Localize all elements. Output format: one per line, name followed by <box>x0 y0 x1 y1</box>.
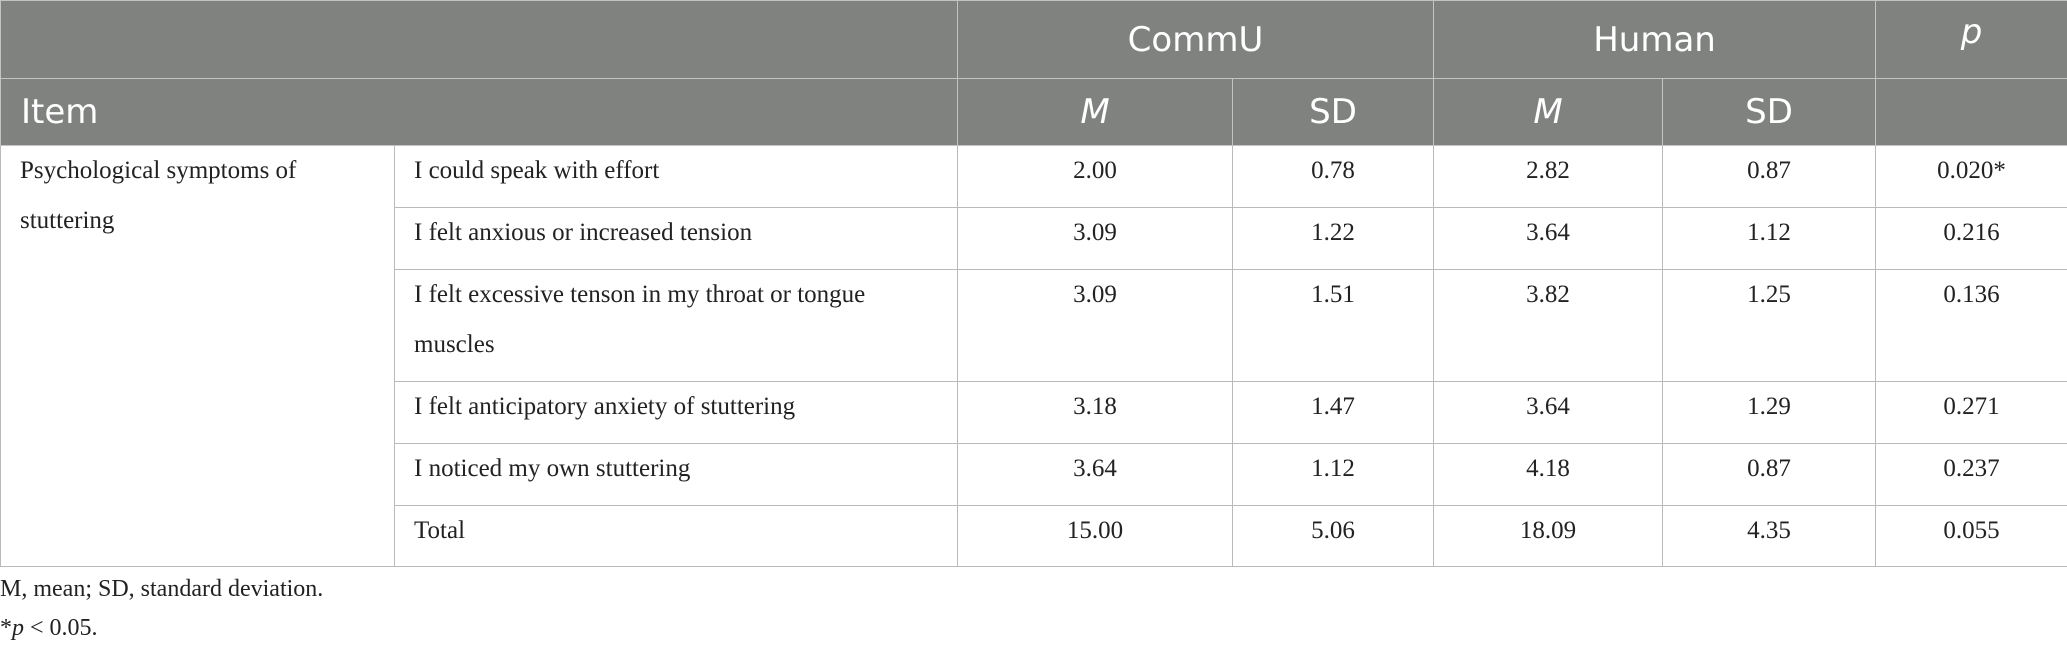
human-sd-cell: 1.25 <box>1662 269 1877 382</box>
p-value-cell: 0.271 <box>1875 381 2067 444</box>
human-sd-cell: 1.29 <box>1662 381 1877 444</box>
header-row-groups: CommU Human p <box>0 0 2067 79</box>
commu-mean-cell: 3.64 <box>957 443 1233 506</box>
p-value-cell: 0.216 <box>1875 207 2067 270</box>
header-row-stats: Item M SD M SD <box>0 78 2067 146</box>
table-row: I felt anticipatory anxiety of stutterin… <box>1 381 2067 444</box>
commu-sd-cell: 1.22 <box>1231 207 1435 270</box>
footnote-significance: *p < 0.05. <box>0 609 323 648</box>
table-row-total: Total 15.00 5.06 18.09 4.35 0.055 <box>1 505 2067 567</box>
p-value-cell: 0.237 <box>1875 443 2067 506</box>
table-header: CommU Human p Item M SD M SD <box>0 0 2067 146</box>
human-sd-cell: 0.87 <box>1662 145 1877 208</box>
item-cell: Total <box>394 505 958 567</box>
table-row: Psychological symptoms of stuttering I c… <box>0 145 2067 567</box>
commu-mean-cell: 3.09 <box>957 207 1233 270</box>
commu-sd-cell: 1.51 <box>1231 269 1435 382</box>
table-row: I noticed my own stuttering 3.64 1.12 4.… <box>1 443 2067 506</box>
commu-mean-cell: 3.18 <box>957 381 1233 444</box>
p-value-cell: 0.020* <box>1875 145 2067 208</box>
header-human: Human <box>1433 0 1877 79</box>
commu-sd-cell: 1.47 <box>1231 381 1435 444</box>
table-row: I felt excessive tenson in my throat or … <box>1 269 2067 382</box>
header-human-sd: SD <box>1662 78 1877 146</box>
footnote-abbreviations: M, mean; SD, standard deviation. <box>0 576 324 602</box>
header-commu: CommU <box>956 0 1435 79</box>
human-mean-cell: 2.82 <box>1433 145 1664 208</box>
header-commu-sd: SD <box>1231 78 1435 146</box>
footnote-asterisk: * <box>0 615 12 641</box>
human-mean-cell: 3.64 <box>1433 207 1664 270</box>
human-mean-cell: 3.64 <box>1433 381 1664 444</box>
category-cell: Psychological symptoms of stuttering <box>0 145 395 567</box>
header-p-spacer <box>1875 78 2067 146</box>
commu-sd-cell: 0.78 <box>1231 145 1435 208</box>
human-sd-cell: 0.87 <box>1662 443 1877 506</box>
human-sd-cell: 4.35 <box>1662 505 1877 567</box>
commu-sd-cell: 5.06 <box>1231 505 1435 567</box>
table-footnotes: M, mean; SD, standard deviation. *p < 0.… <box>0 570 323 648</box>
item-cell: I could speak with effort <box>394 145 958 208</box>
results-table-container: CommU Human p Item M SD M SD Psychologic… <box>0 0 2067 567</box>
commu-mean-cell: 2.00 <box>957 145 1233 208</box>
p-value-cell: 0.136 <box>1875 269 2067 382</box>
item-cell: I felt anxious or increased tension <box>394 207 958 270</box>
item-cell: I felt anticipatory anxiety of stutterin… <box>394 381 958 444</box>
commu-mean-cell: 15.00 <box>957 505 1233 567</box>
table-body: Psychological symptoms of stuttering I c… <box>0 145 2067 567</box>
human-mean-cell: 18.09 <box>1433 505 1664 567</box>
commu-sd-cell: 1.12 <box>1231 443 1435 506</box>
footnote-p-symbol: p <box>12 615 24 641</box>
footnote-threshold: < 0.05. <box>24 615 98 641</box>
header-p: p <box>1875 0 2067 79</box>
item-cell: I felt excessive tenson in my throat or … <box>394 269 958 382</box>
human-mean-cell: 4.18 <box>1433 443 1664 506</box>
header-human-mean: M <box>1433 78 1664 146</box>
human-mean-cell: 3.82 <box>1433 269 1664 382</box>
commu-mean-cell: 3.09 <box>957 269 1233 382</box>
header-commu-mean: M <box>957 78 1233 146</box>
item-cell: I noticed my own stuttering <box>394 443 958 506</box>
results-table: CommU Human p Item M SD M SD Psychologic… <box>0 0 2067 567</box>
header-blank <box>0 0 958 79</box>
p-value-cell: 0.055 <box>1875 505 2067 567</box>
human-sd-cell: 1.12 <box>1662 207 1877 270</box>
header-item: Item <box>0 78 958 146</box>
